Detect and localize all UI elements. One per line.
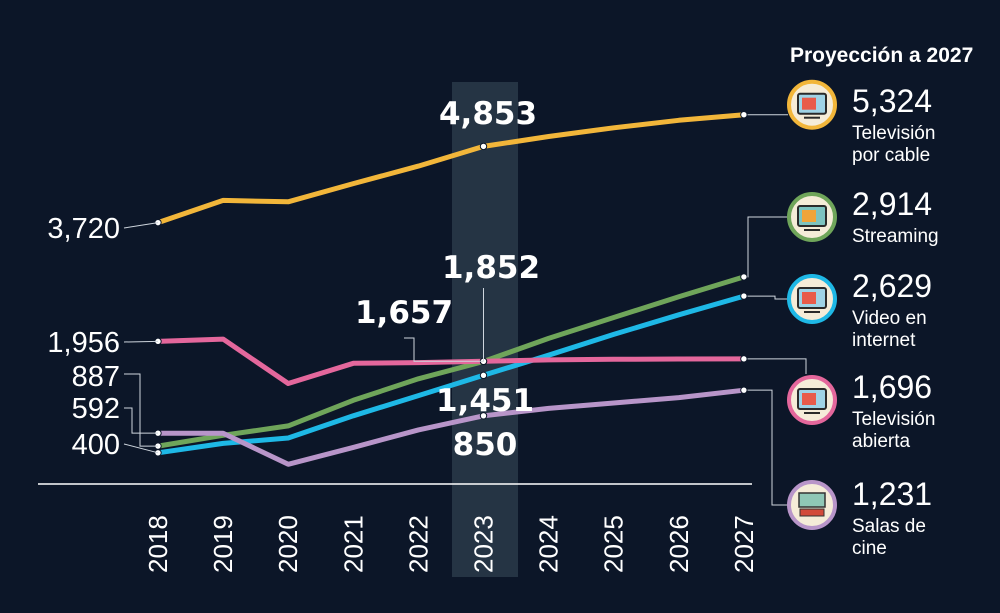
mid-label-internet-video: 1,451 bbox=[436, 383, 534, 419]
data-point-television-por-cable-2023 bbox=[479, 142, 488, 151]
legend-connector-salas-de-cine bbox=[743, 389, 788, 506]
x-tick-label-2018: 2018 bbox=[143, 515, 173, 573]
legend-name-television-abierta-line-1: Televisión bbox=[852, 409, 935, 430]
x-tick-label-2024: 2024 bbox=[534, 515, 564, 573]
start-label-internet-video: 400 bbox=[72, 429, 120, 461]
x-tick-label-2021: 2021 bbox=[338, 515, 368, 573]
legend-title: Proyección a 2027 bbox=[790, 44, 973, 67]
legend-name-streaming-line-1: Streaming bbox=[852, 226, 939, 247]
legend-name-salas-de-cine-line-1: Salas de bbox=[852, 516, 926, 537]
legend-name-video-en-internet-line-2: internet bbox=[852, 330, 916, 351]
start-label-cinema: 592 bbox=[72, 393, 120, 425]
mid-label-streaming: 1,657 bbox=[355, 295, 453, 331]
x-tick-label-2023: 2023 bbox=[469, 515, 499, 573]
mid-label-cinema: 850 bbox=[453, 427, 518, 463]
series-line-television-por-cable bbox=[155, 112, 747, 226]
legend-value-television-por-cable: 5,324 bbox=[852, 83, 932, 119]
mid-label-cable: 4,853 bbox=[439, 96, 537, 132]
mid-label-streaming-top: 1,852 bbox=[442, 250, 540, 286]
legend-value-video-en-internet: 2,629 bbox=[852, 268, 932, 304]
start-label-open-tv-leader bbox=[123, 340, 159, 343]
streaming-icon bbox=[787, 192, 837, 242]
legend-connector-streaming bbox=[743, 216, 788, 278]
x-tick-label-2025: 2025 bbox=[599, 515, 629, 573]
start-label-cable: 3,720 bbox=[47, 213, 120, 245]
legend-name-television-por-cable-line-2: por cable bbox=[852, 145, 930, 166]
cinema-icon bbox=[787, 480, 837, 530]
series-line-streaming bbox=[155, 274, 747, 449]
x-tick-label-2022: 2022 bbox=[403, 515, 433, 573]
series-line-television-abierta bbox=[155, 336, 747, 386]
start-label-cable-leader bbox=[123, 222, 159, 229]
legend-value-television-abierta: 1,696 bbox=[852, 369, 932, 405]
x-tick-label-2026: 2026 bbox=[664, 515, 694, 573]
start-label-cinema-leader bbox=[124, 407, 158, 434]
mid-label-streaming-leader bbox=[404, 337, 484, 362]
x-tick-label-2027: 2027 bbox=[729, 515, 759, 573]
tv-open-icon bbox=[787, 375, 837, 425]
internet-video-icon bbox=[787, 274, 837, 324]
series-line-salas-de-cine bbox=[155, 387, 747, 467]
tv-cable-icon bbox=[787, 79, 837, 130]
start-label-internet-video-leader bbox=[123, 443, 159, 454]
data-point-television-por-cable-2027 bbox=[740, 110, 748, 119]
data-point-salas-de-cine-2027 bbox=[740, 386, 748, 394]
start-label-streaming-leader bbox=[124, 373, 158, 447]
series-line-video-en-internet bbox=[155, 293, 747, 456]
x-tick-label-2019: 2019 bbox=[208, 515, 238, 573]
legend-value-streaming: 2,914 bbox=[852, 186, 932, 222]
legend-value-salas-de-cine: 1,231 bbox=[852, 476, 932, 512]
legend-name-video-en-internet-line-1: Video en bbox=[852, 308, 927, 329]
data-point-streaming-2027 bbox=[740, 273, 748, 281]
legend-connector-television-abierta bbox=[743, 358, 807, 374]
x-tick-label-2020: 2020 bbox=[273, 515, 303, 573]
data-point-television-abierta-2027 bbox=[740, 355, 748, 363]
legend-connector-video-en-internet bbox=[743, 295, 788, 300]
data-point-video-en-internet-2023 bbox=[479, 371, 488, 380]
highlight-year-band bbox=[452, 82, 518, 577]
start-label-streaming: 887 bbox=[72, 361, 120, 393]
data-point-salas-de-cine-2023 bbox=[479, 412, 488, 420]
legend-name-salas-de-cine-line-2: cine bbox=[852, 538, 887, 559]
start-label-open-tv: 1,956 bbox=[47, 327, 120, 359]
data-point-video-en-internet-2027 bbox=[740, 292, 748, 300]
legend-name-television-por-cable-line-1: Televisión bbox=[852, 123, 935, 144]
legend-name-television-abierta-line-2: abierta bbox=[852, 431, 911, 452]
